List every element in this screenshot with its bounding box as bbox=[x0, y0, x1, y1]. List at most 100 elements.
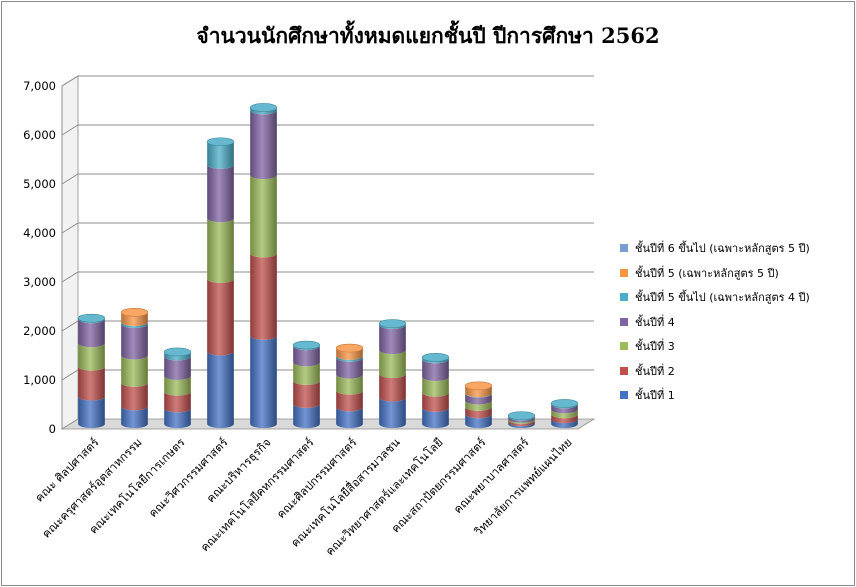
x-tick-label: คณะวิศวกรรมศาสตร์ bbox=[146, 435, 231, 520]
bar-segment bbox=[293, 346, 320, 367]
bar-segment bbox=[336, 348, 363, 360]
bar-top bbox=[249, 103, 278, 112]
chart-title: จำนวนนักศึกษาทั้งหมดแยกชั้นปี ปีการศึกษา… bbox=[196, 23, 660, 48]
bar-segment bbox=[293, 362, 320, 385]
legend-label: ชั้นปีที่ 6 ขึ้นไป (เฉพาะหลักสูตร 5 ปี) bbox=[635, 242, 810, 256]
gridline bbox=[61, 369, 594, 381]
gridline bbox=[61, 222, 594, 234]
bar-segment bbox=[551, 414, 578, 424]
bar-segment bbox=[207, 164, 234, 223]
legend-label: ชั้นปีที่ 1 bbox=[635, 389, 675, 403]
y-tick-label: 2,000 bbox=[23, 324, 56, 338]
bar-segment bbox=[293, 403, 320, 428]
bar-segment bbox=[422, 357, 449, 364]
legend-item: ชั้นปีที่ 2 bbox=[620, 359, 850, 384]
y-tick-label: 6,000 bbox=[23, 128, 56, 142]
y-tick-label: 3,000 bbox=[23, 275, 56, 289]
x-tick-label: คณะศิลปกรรมศาสตร์ bbox=[274, 435, 360, 521]
bar-top bbox=[464, 381, 493, 391]
bar-segment bbox=[164, 391, 191, 413]
legend-swatch bbox=[620, 391, 628, 400]
bar-top bbox=[378, 319, 407, 328]
bar-segment bbox=[336, 357, 363, 379]
y-tick-label: 1,000 bbox=[23, 373, 56, 387]
bar-segment bbox=[207, 278, 234, 356]
legend-label: ชั้นปีที่ 5 ขึ้นไป (เฉพาะหลักสูตร 4 ปี) bbox=[635, 291, 810, 305]
legend-swatch bbox=[620, 366, 628, 375]
bar-top bbox=[120, 307, 149, 317]
bar-segment bbox=[336, 407, 363, 428]
bar-segment bbox=[465, 400, 492, 411]
bar-segment bbox=[422, 392, 449, 412]
bar-segment bbox=[465, 414, 492, 428]
bar-segment bbox=[379, 397, 406, 428]
bar-segment bbox=[250, 253, 277, 340]
bar-segment bbox=[207, 141, 234, 169]
gridline bbox=[61, 124, 594, 136]
x-axis: คณะ ศิลปศาสตร์คณะครุศาสตร์อุตสาหกรรมคณะเ… bbox=[32, 434, 574, 558]
bar-segment bbox=[250, 175, 277, 258]
bar-segment bbox=[422, 407, 449, 428]
bar-segment bbox=[164, 408, 191, 428]
y-tick-label: 4,000 bbox=[23, 226, 56, 240]
y-axis: 0 1,000 2,000 3,000 4,000 5,000 6,000 7,000 bbox=[23, 79, 63, 436]
bar-segment bbox=[336, 355, 363, 362]
bar-segment bbox=[250, 335, 277, 428]
legend-label: ชั้นปีที่ 5 (เฉพาะหลักสูตร 5 ปี) bbox=[635, 266, 779, 280]
bar-segment bbox=[78, 343, 105, 371]
bars bbox=[77, 103, 579, 428]
bar-segment bbox=[465, 393, 492, 405]
y-tick-label: 5,000 bbox=[23, 177, 56, 191]
gridline bbox=[61, 173, 594, 185]
bar-segment bbox=[551, 404, 578, 414]
legend-item: ชั้นปีที่ 3 bbox=[620, 334, 850, 359]
legend-swatch bbox=[620, 268, 628, 277]
bar-segment bbox=[121, 324, 148, 360]
bar-segment bbox=[508, 420, 535, 427]
legend-item: ชั้นปีที่ 4 bbox=[620, 310, 850, 335]
grid-lines bbox=[61, 75, 594, 381]
bar-top bbox=[507, 411, 536, 420]
bar-segment bbox=[379, 374, 406, 402]
bar-segment bbox=[508, 422, 535, 428]
legend-swatch bbox=[620, 293, 628, 302]
bar-segment bbox=[207, 218, 234, 283]
bar-top bbox=[421, 353, 450, 362]
legend-swatch bbox=[620, 342, 628, 351]
gridline bbox=[61, 271, 594, 283]
bar-segment bbox=[78, 366, 105, 401]
legend-item: ชั้นปีที่ 1 bbox=[620, 383, 850, 408]
back-wall bbox=[78, 76, 594, 419]
bar-segment bbox=[508, 416, 535, 423]
legend-swatch bbox=[620, 244, 628, 253]
bar-segment bbox=[336, 390, 363, 412]
bar-segment bbox=[250, 110, 277, 180]
bar-segment bbox=[164, 375, 191, 396]
bar-top bbox=[163, 347, 192, 357]
bar-segment bbox=[465, 406, 492, 419]
floor bbox=[60, 418, 596, 430]
legend-label: ชั้นปีที่ 2 bbox=[635, 364, 675, 378]
bar-segment bbox=[78, 396, 105, 428]
bar-segment bbox=[465, 385, 492, 398]
bar-segment bbox=[121, 322, 148, 329]
y-tick-label: 0 bbox=[49, 422, 56, 436]
legend-item: ชั้นปีที่ 5 ขึ้นไป (เฉพาะหลักสูตร 4 ปี) bbox=[620, 285, 850, 310]
bar-segment bbox=[207, 351, 234, 428]
bar-segment bbox=[422, 359, 449, 381]
bar-segment bbox=[293, 380, 320, 408]
bar-segment bbox=[379, 325, 406, 355]
x-tick-label: คณะพยาบาลศาสตร์ bbox=[451, 435, 532, 516]
bar-top bbox=[335, 343, 364, 353]
bar-segment bbox=[121, 312, 148, 327]
bar-segment bbox=[78, 319, 105, 348]
bar-segment bbox=[121, 382, 148, 411]
legend-label: ชั้นปีที่ 3 bbox=[635, 340, 675, 354]
legend-item: ชั้นปีที่ 6 ขึ้นไป (เฉพาะหลักสูตร 5 ปี) bbox=[620, 236, 850, 261]
bar-segment bbox=[508, 418, 535, 425]
chart-walls bbox=[60, 75, 596, 430]
side-wall bbox=[61, 75, 79, 430]
bar-segment bbox=[121, 355, 148, 387]
legend-item: ชั้นปีที่ 5 (เฉพาะหลักสูตร 5 ปี) bbox=[620, 261, 850, 286]
legend-label: ชั้นปีที่ 4 bbox=[635, 315, 675, 329]
